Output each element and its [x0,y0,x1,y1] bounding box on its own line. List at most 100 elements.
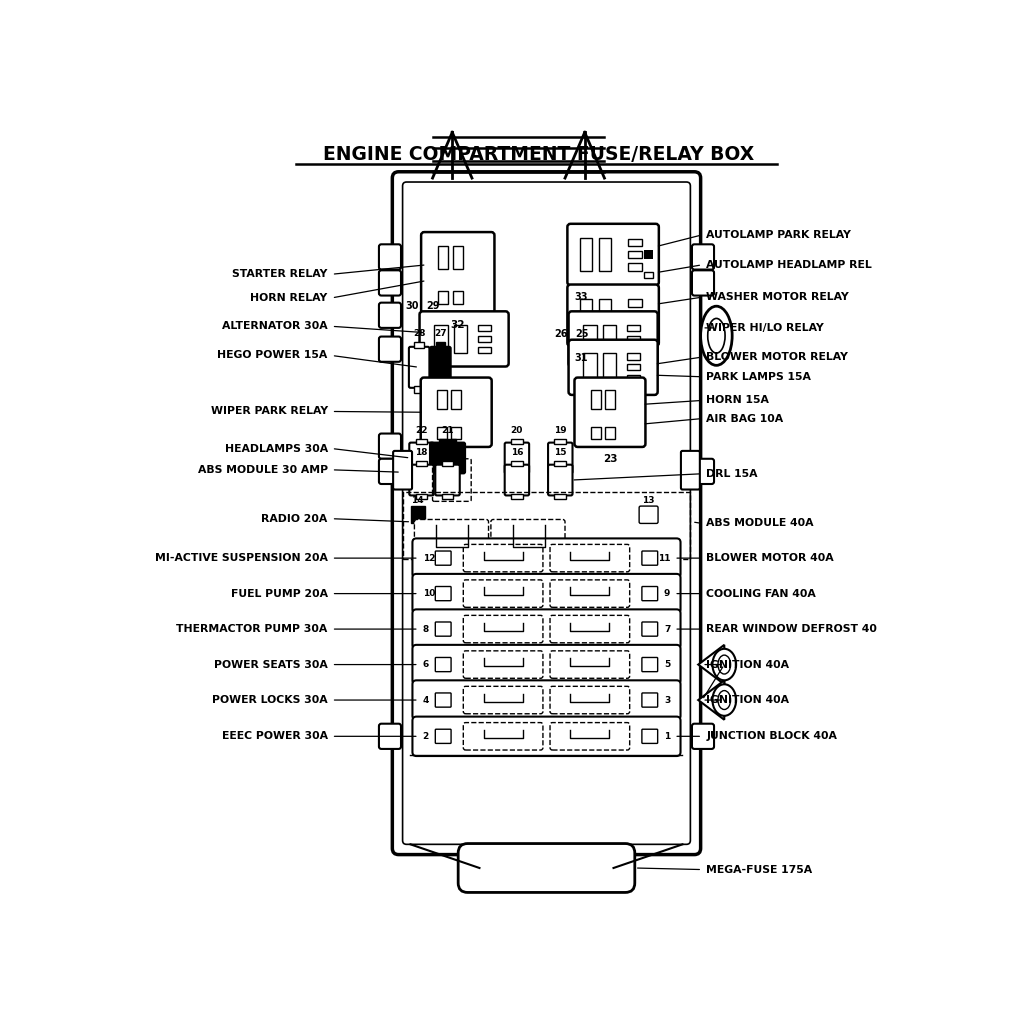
FancyBboxPatch shape [379,303,401,328]
Bar [437,390,446,410]
Bar [644,311,652,319]
Text: 29: 29 [427,300,440,310]
Bar [435,386,445,393]
Text: STARTER RELAY: STARTER RELAY [232,269,328,280]
Text: WASHER MOTOR RELAY: WASHER MOTOR RELAY [707,292,849,302]
FancyBboxPatch shape [463,615,543,643]
FancyBboxPatch shape [413,609,681,649]
FancyBboxPatch shape [642,622,657,636]
Text: 28: 28 [413,329,425,338]
Bar [627,346,640,353]
FancyBboxPatch shape [490,519,565,556]
Ellipse shape [718,655,730,674]
FancyBboxPatch shape [642,693,657,708]
Bar [453,291,463,304]
Text: 1: 1 [664,732,671,740]
Text: 24: 24 [449,454,464,464]
FancyBboxPatch shape [550,723,630,750]
FancyBboxPatch shape [435,587,452,601]
Bar [511,494,523,499]
FancyBboxPatch shape [642,551,657,565]
Text: 17: 17 [441,449,454,458]
FancyBboxPatch shape [379,270,401,296]
Text: 7: 7 [664,625,671,634]
Bar [438,247,449,269]
Text: IGNITION 40A: IGNITION 40A [707,695,790,706]
Bar [438,472,457,477]
Text: 4: 4 [423,695,429,705]
FancyBboxPatch shape [463,545,543,571]
Polygon shape [698,645,724,684]
FancyBboxPatch shape [413,573,681,613]
Bar [580,238,592,271]
FancyBboxPatch shape [639,506,658,523]
Text: 26: 26 [554,329,567,339]
Bar [402,492,690,559]
FancyBboxPatch shape [692,724,714,749]
FancyBboxPatch shape [681,451,699,489]
Bar [554,439,566,444]
Bar [511,461,523,466]
Text: ABS MODULE 40A: ABS MODULE 40A [707,518,814,528]
FancyBboxPatch shape [430,442,465,473]
Bar [437,427,446,438]
Text: BLOWER MOTOR 40A: BLOWER MOTOR 40A [707,553,834,563]
Bar [629,299,642,307]
Bar [416,461,427,466]
Text: 31: 31 [574,353,588,364]
Text: 32: 32 [451,321,465,331]
Text: 5: 5 [664,660,671,669]
FancyBboxPatch shape [642,587,657,601]
FancyBboxPatch shape [548,465,572,496]
FancyBboxPatch shape [574,378,645,446]
Text: DRL 15A: DRL 15A [707,469,758,479]
Text: 16: 16 [511,449,523,458]
Bar [435,342,445,348]
Bar [629,251,642,258]
Bar [580,299,592,332]
Text: REAR WINDOW DEFROST 40: REAR WINDOW DEFROST 40 [707,624,877,634]
FancyBboxPatch shape [550,580,630,607]
FancyBboxPatch shape [413,680,681,720]
FancyBboxPatch shape [568,311,657,367]
Ellipse shape [713,684,736,716]
Text: ENGINE COMPARTMENT FUSE/RELAY BOX: ENGINE COMPARTMENT FUSE/RELAY BOX [323,145,755,164]
Text: 22: 22 [416,426,428,435]
Ellipse shape [713,649,736,680]
FancyBboxPatch shape [435,622,452,636]
Bar [452,427,461,438]
Ellipse shape [708,318,725,353]
Text: COOLING FAN 40A: COOLING FAN 40A [707,589,816,599]
FancyBboxPatch shape [463,651,543,678]
Ellipse shape [718,690,730,710]
Bar [627,336,640,342]
FancyBboxPatch shape [421,378,492,446]
Bar [603,325,616,353]
FancyBboxPatch shape [435,693,452,708]
Bar [629,311,642,319]
Bar [644,271,652,278]
FancyBboxPatch shape [642,657,657,672]
FancyBboxPatch shape [548,442,572,473]
Text: 18: 18 [416,449,428,458]
Bar [584,353,597,382]
FancyBboxPatch shape [379,459,401,484]
Text: 14: 14 [412,496,424,505]
Bar [441,461,454,466]
Text: 33: 33 [574,293,588,302]
Bar [591,427,601,438]
FancyBboxPatch shape [692,245,714,269]
Bar [478,325,492,332]
Text: POWER LOCKS 30A: POWER LOCKS 30A [212,695,328,706]
FancyBboxPatch shape [393,451,412,489]
Bar [554,472,566,477]
FancyBboxPatch shape [410,465,434,496]
Bar [627,365,640,371]
Text: AUTOLAMP HEADLAMP REL: AUTOLAMP HEADLAMP REL [707,260,871,269]
FancyBboxPatch shape [420,311,509,367]
Bar [438,439,457,444]
FancyBboxPatch shape [435,729,452,743]
FancyBboxPatch shape [435,657,452,672]
Text: 12: 12 [423,554,435,562]
FancyBboxPatch shape [410,442,434,473]
